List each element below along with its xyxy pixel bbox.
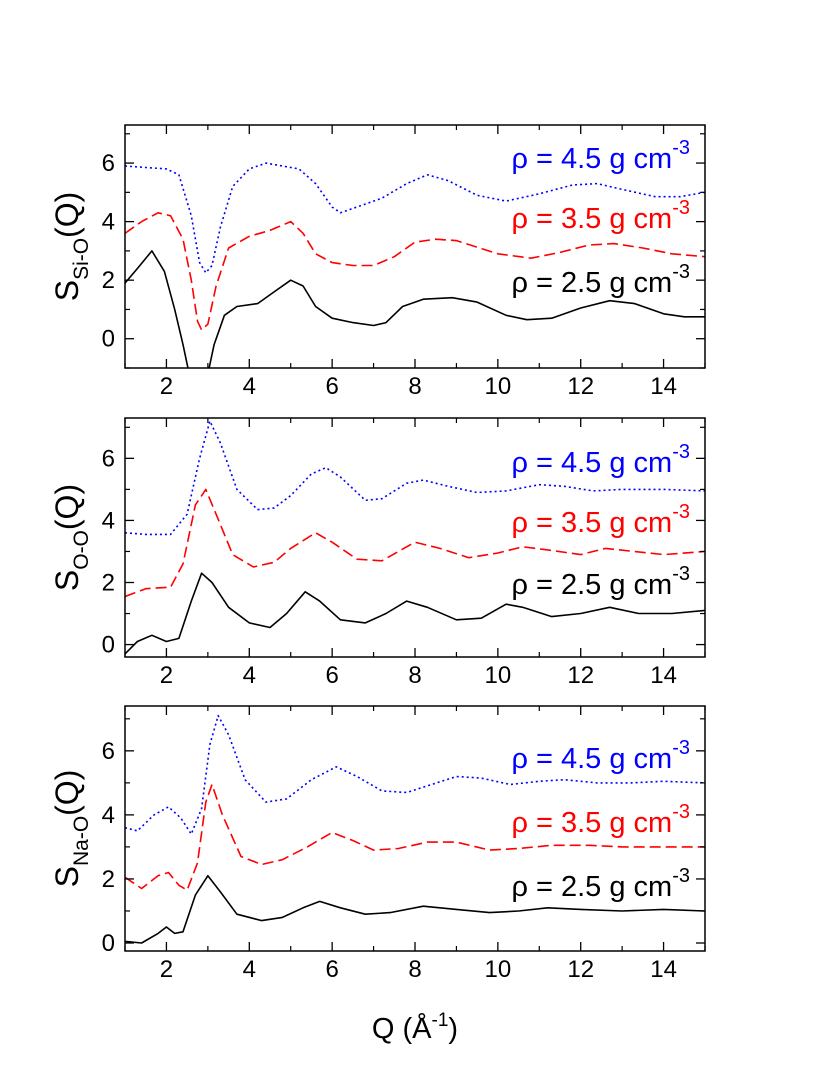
x-tick-label: 14	[650, 662, 677, 689]
y-tick-label: 0	[102, 326, 115, 353]
x-tick-label: 2	[160, 373, 173, 400]
x-axis-label-main: Q (Å	[372, 1012, 432, 1045]
series-line-solid	[125, 250, 705, 368]
y-axis-label-sub: Si-O	[70, 238, 93, 280]
y-axis-label-base: S	[49, 570, 85, 591]
x-tick-label: 10	[485, 956, 512, 983]
x-tick-label: 6	[325, 662, 338, 689]
y-tick-label: 4	[102, 802, 115, 829]
y-tick-label: 4	[102, 507, 115, 534]
x-tick-label: 8	[408, 373, 421, 400]
x-axis-label: Q (Å-1)	[372, 1010, 458, 1045]
legend-entry-sup: -3	[672, 261, 690, 283]
legend-entry-sup: -3	[672, 563, 690, 585]
x-tick-label: 10	[485, 373, 512, 400]
legend-entry-main: ρ = 3.5 g cm	[511, 807, 672, 839]
y-tick-label: 6	[102, 150, 115, 177]
y-tick-label: 6	[102, 445, 115, 472]
legend-entry: ρ = 4.5 g cm-3	[511, 737, 690, 775]
x-tick-label: 2	[160, 662, 173, 689]
panel-si-o: ρ = 4.5 g cm-3ρ = 3.5 g cm-3ρ = 2.5 g cm…	[49, 124, 706, 400]
legend-entry-main: ρ = 4.5 g cm	[511, 743, 672, 775]
x-tick-label: 4	[243, 956, 256, 983]
legend-entry-main: ρ = 3.5 g cm	[511, 203, 672, 235]
legend-entry-sup: -3	[672, 197, 690, 219]
legend-entry: ρ = 2.5 g cm-3	[511, 563, 690, 601]
legend-entry-main: ρ = 2.5 g cm	[511, 871, 672, 903]
y-axis-label-sub: Na-O	[70, 816, 93, 866]
y-tick-label: 2	[102, 570, 115, 597]
x-tick-label: 8	[408, 662, 421, 689]
legend-entry-main: ρ = 4.5 g cm	[511, 143, 672, 175]
panel-o-o: ρ = 4.5 g cm-3ρ = 3.5 g cm-3ρ = 2.5 g cm…	[49, 417, 706, 689]
y-tick-label: 6	[102, 738, 115, 765]
legend-entry: ρ = 3.5 g cm-3	[511, 197, 690, 235]
x-axis-label-sup: -1	[432, 1010, 449, 1031]
x-tick-label: 4	[243, 662, 256, 689]
legend-entry: ρ = 2.5 g cm-3	[511, 261, 690, 299]
legend-entry: ρ = 3.5 g cm-3	[511, 501, 690, 539]
y-axis-label-base: S	[49, 280, 85, 301]
y-axis-label-suffix: (Q)	[49, 192, 85, 238]
legend-entry: ρ = 3.5 g cm-3	[511, 801, 690, 839]
x-tick-label: 14	[650, 373, 677, 400]
series-line-dotted	[125, 714, 705, 835]
y-axis-label: SO-O(Q)	[49, 484, 93, 591]
legend-entry-sup: -3	[672, 737, 690, 759]
y-axis-label-suffix: (Q)	[49, 770, 85, 816]
series-line-dotted	[125, 420, 705, 536]
legend-entry-main: ρ = 3.5 g cm	[511, 507, 672, 539]
legend-entry-sup: -3	[672, 441, 690, 463]
y-tick-label: 2	[102, 267, 115, 294]
series-line-solid	[125, 572, 705, 655]
y-axis-label: SSi-O(Q)	[49, 192, 93, 302]
y-axis-label-sub: O-O	[70, 530, 93, 570]
panel-na-o: ρ = 4.5 g cm-3ρ = 3.5 g cm-3ρ = 2.5 g cm…	[49, 705, 706, 983]
x-tick-label: 10	[485, 662, 512, 689]
legend-entry-main: ρ = 4.5 g cm	[511, 447, 672, 479]
legend-entry-main: ρ = 2.5 g cm	[511, 267, 672, 299]
x-tick-label: 6	[325, 373, 338, 400]
legend-entry-sup: -3	[672, 137, 690, 159]
x-tick-label: 12	[567, 956, 594, 983]
legend-entry: ρ = 4.5 g cm-3	[511, 137, 690, 175]
x-tick-label: 12	[567, 662, 594, 689]
x-tick-label: 6	[325, 956, 338, 983]
x-axis-label-close: )	[448, 1013, 458, 1045]
y-axis-label-base: S	[49, 866, 85, 887]
y-axis-label-suffix: (Q)	[49, 484, 85, 530]
series-line-dashed	[125, 783, 705, 891]
legend-entry-main: ρ = 2.5 g cm	[511, 569, 672, 601]
legend-entry-sup: -3	[672, 501, 690, 523]
x-tick-label: 8	[408, 956, 421, 983]
y-tick-label: 2	[102, 866, 115, 893]
series-line-solid	[125, 874, 705, 944]
series-line-dashed	[125, 212, 705, 331]
legend-entry: ρ = 4.5 g cm-3	[511, 441, 690, 479]
legend-entry: ρ = 2.5 g cm-3	[511, 865, 690, 903]
x-tick-label: 14	[650, 956, 677, 983]
y-axis-label: SNa-O(Q)	[49, 770, 93, 888]
y-tick-label: 0	[102, 632, 115, 659]
x-tick-label: 4	[243, 373, 256, 400]
x-tick-label: 2	[160, 956, 173, 983]
x-tick-label: 12	[567, 373, 594, 400]
series-line-dotted	[125, 162, 705, 274]
legend-entry-sup: -3	[672, 865, 690, 887]
series-line-dashed	[125, 488, 705, 598]
y-tick-label: 0	[102, 930, 115, 957]
y-tick-label: 4	[102, 209, 115, 236]
legend-entry-sup: -3	[672, 801, 690, 823]
